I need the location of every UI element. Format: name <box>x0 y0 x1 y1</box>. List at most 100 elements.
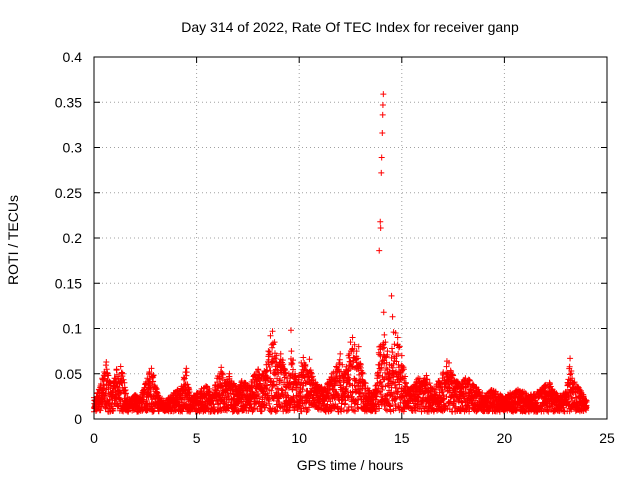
x-tick-label: 25 <box>599 430 615 446</box>
noise-point <box>123 390 130 397</box>
noise-point <box>343 408 350 415</box>
noise-point <box>377 352 384 359</box>
noise-point <box>266 400 273 407</box>
noise-point <box>418 408 425 415</box>
noise-point <box>438 387 445 394</box>
noise-point <box>266 364 273 371</box>
noise-point <box>381 369 388 376</box>
chart-title: Day 314 of 2022, Rate Of TEC Index for r… <box>181 19 519 35</box>
noise-point <box>256 399 263 406</box>
noise-point <box>150 378 157 385</box>
noise-point <box>282 389 289 396</box>
noise-point <box>378 401 385 408</box>
noise-point <box>389 364 396 371</box>
noise-point <box>393 358 400 365</box>
noise-point <box>350 407 357 414</box>
noise-point <box>113 371 120 378</box>
noise-point <box>245 407 252 414</box>
noise-point <box>275 370 282 377</box>
noise-point <box>285 384 292 391</box>
noise-point <box>274 385 281 392</box>
noise-point <box>304 407 311 414</box>
noise-point <box>288 348 295 355</box>
noise-point <box>258 408 265 415</box>
y-tick-label: 0.05 <box>55 366 82 382</box>
noise-point <box>289 360 296 367</box>
noise-point <box>278 386 285 393</box>
noise-point <box>102 390 109 397</box>
y-axis-label: ROTI / TECUs <box>5 195 21 285</box>
noise-point <box>268 387 275 394</box>
noise-point <box>221 401 228 408</box>
noise-point <box>387 403 394 410</box>
noise-point <box>273 366 280 373</box>
grid-lines <box>94 57 607 419</box>
y-tick-label: 0.4 <box>63 49 83 65</box>
x-tick-label: 10 <box>291 430 307 446</box>
noise-point <box>306 404 313 411</box>
y-tick-label: 0.35 <box>55 94 82 110</box>
noise-point <box>290 366 297 373</box>
noise-point <box>354 401 361 408</box>
y-tick-label: 0.1 <box>63 321 83 337</box>
x-tick-label: 20 <box>497 430 513 446</box>
noise-point <box>334 403 341 410</box>
noise-point <box>387 408 394 415</box>
noise-point <box>342 397 349 404</box>
noise-point <box>234 400 241 407</box>
noise-point <box>379 387 386 394</box>
noise-point <box>354 355 361 362</box>
noise-point <box>446 399 453 406</box>
noise-point <box>395 344 402 351</box>
noise-point <box>155 408 162 415</box>
noise-point <box>384 407 391 414</box>
noise-point <box>299 386 306 393</box>
noise-point <box>264 382 271 389</box>
noise-point <box>396 381 403 388</box>
noise-point <box>149 407 156 414</box>
noise-point <box>263 402 270 409</box>
noise-point <box>372 408 379 415</box>
noise-point <box>377 379 384 386</box>
noise-point <box>180 405 187 412</box>
x-tick-label: 0 <box>90 430 98 446</box>
noise-point <box>424 376 431 383</box>
y-tick-label: 0.3 <box>63 140 83 156</box>
noise-point <box>336 359 343 366</box>
noise-point <box>184 381 191 388</box>
y-tick-label: 0 <box>74 411 82 427</box>
noise-point <box>263 385 270 392</box>
noise-point <box>149 373 156 380</box>
noise-point <box>333 404 340 411</box>
y-tick-label: 0.15 <box>55 275 82 291</box>
noise-point <box>401 397 408 404</box>
noise-point <box>97 407 104 414</box>
noise-point <box>381 344 388 351</box>
noise-point <box>426 380 433 387</box>
noise-point <box>219 374 226 381</box>
noise-point <box>343 388 350 395</box>
noise-point <box>251 404 258 411</box>
noise-point <box>302 380 309 387</box>
noise-point <box>418 386 425 393</box>
noise-point <box>376 405 383 412</box>
x-tick-label: 15 <box>394 430 410 446</box>
noise-point <box>377 391 384 398</box>
noise-point <box>272 408 279 415</box>
x-tick-label: 5 <box>193 430 201 446</box>
noise-point <box>255 393 262 400</box>
noise-point <box>389 349 396 356</box>
noise-point <box>273 381 280 388</box>
noise-point <box>402 373 409 380</box>
noise-point <box>352 408 359 415</box>
noise-point <box>267 367 274 374</box>
noise-point <box>336 356 343 363</box>
noise-point <box>393 396 400 403</box>
noise-point <box>348 363 355 370</box>
noise-point <box>446 384 453 391</box>
noise-point <box>428 385 435 392</box>
noise-point <box>110 407 117 414</box>
noise-point <box>437 381 444 388</box>
noise-point <box>338 368 345 375</box>
